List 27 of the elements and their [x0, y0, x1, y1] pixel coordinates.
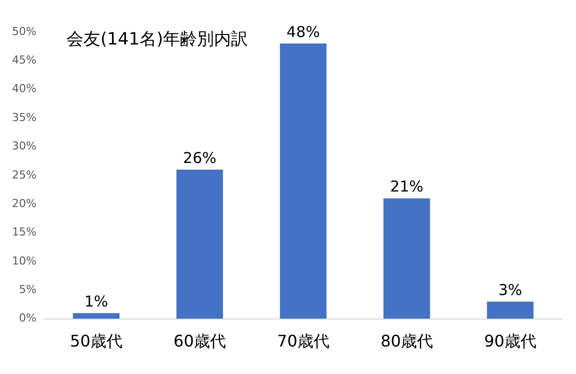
x-tick-label: 90歳代 — [484, 332, 536, 351]
y-tick-label: 15% — [12, 226, 36, 239]
x-tick-label: 50歳代 — [70, 332, 122, 351]
x-tick-label: 60歳代 — [174, 332, 226, 351]
y-tick-label: 45% — [12, 54, 36, 67]
bar — [72, 313, 120, 319]
chart-title: 会友(141名)年齢別内訳 — [66, 29, 248, 50]
y-tick-label: 40% — [12, 82, 36, 96]
data-label: 26% — [183, 149, 216, 168]
y-tick-label: 35% — [12, 110, 36, 124]
bar — [176, 170, 224, 319]
data-label: 1% — [84, 292, 108, 310]
y-tick-label: 20% — [12, 196, 36, 210]
y-tick-label: 30% — [12, 140, 36, 153]
bar — [486, 302, 534, 319]
bar — [280, 43, 327, 319]
bar — [383, 198, 430, 319]
y-tick-label: 25% — [12, 168, 36, 182]
x-tick-label: 80歳代 — [380, 332, 433, 351]
data-label: 3% — [498, 280, 522, 299]
x-tick-label: 70歳代 — [277, 332, 330, 351]
y-tick-label: 10% — [12, 254, 36, 268]
y-tick-label: 0% — [18, 312, 36, 325]
data-label: 21% — [390, 178, 424, 196]
data-label: 48% — [286, 22, 320, 41]
y-tick-label: 5% — [18, 282, 36, 296]
y-tick-label: 50% — [12, 24, 36, 38]
